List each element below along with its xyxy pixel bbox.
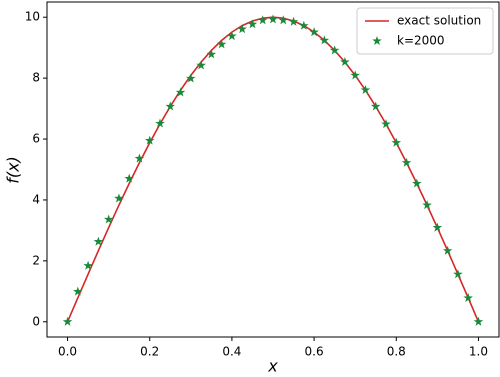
star-marker — [442, 245, 453, 255]
star-marker — [257, 15, 268, 25]
y-axis-label: f(x) — [4, 156, 23, 184]
star-marker — [227, 31, 237, 41]
x-axis-label: x — [267, 357, 278, 376]
legend-label: k=2000 — [397, 34, 445, 48]
star-marker — [268, 14, 278, 24]
x-tick-label: 0.8 — [387, 345, 406, 359]
star-marker — [278, 15, 289, 25]
x-tick-label: 0.0 — [58, 345, 77, 359]
legend-label: exact solution — [397, 14, 481, 28]
star-marker — [319, 35, 330, 45]
star-marker — [114, 193, 124, 203]
star-marker — [309, 27, 319, 37]
star-marker — [196, 60, 206, 70]
star-marker — [360, 85, 371, 95]
legend: exact solution k=2000 — [356, 7, 494, 55]
star-marker — [83, 260, 93, 270]
star-marker — [62, 316, 73, 326]
star-marker — [453, 269, 463, 279]
star-marker — [432, 222, 443, 232]
star-marker — [370, 101, 381, 111]
x-tick-label: 0.4 — [222, 345, 241, 359]
star-marker — [134, 153, 145, 163]
star-marker — [463, 293, 473, 303]
line — [66, 16, 480, 323]
star-marker — [473, 316, 484, 326]
star-marker — [186, 73, 196, 83]
star-marker — [412, 178, 422, 188]
star-marker — [247, 19, 258, 29]
star-marker — [216, 39, 227, 49]
star-marker — [175, 87, 186, 97]
star-marker — [144, 135, 155, 145]
star-marker — [288, 16, 299, 26]
star-marker — [73, 286, 83, 296]
star-marker — [155, 118, 165, 128]
star-marker — [329, 45, 340, 55]
y-tick-label: 6 — [32, 132, 40, 146]
star-marker — [237, 24, 247, 34]
y-tick-label: 8 — [32, 71, 40, 85]
star-marker — [401, 157, 412, 167]
legend-box — [356, 7, 494, 55]
y-tick-label: 0 — [32, 314, 40, 328]
y-tick-label: 4 — [32, 192, 40, 206]
star-marker — [165, 101, 176, 111]
star-marker — [391, 137, 402, 147]
y-tick-label: 10 — [25, 10, 40, 24]
star-marker — [206, 49, 217, 59]
star-marker — [350, 70, 360, 80]
y-tick-label: 2 — [32, 253, 40, 267]
x-tick-label: 1.0 — [469, 345, 488, 359]
star-marker — [299, 20, 309, 30]
star-marker — [124, 173, 134, 183]
x-tick-label: 0.6 — [305, 345, 324, 359]
star-marker — [93, 236, 104, 246]
star-marker — [340, 57, 350, 67]
x-tick-label: 0.2 — [140, 345, 159, 359]
plot-frame — [46, 1, 500, 338]
star-marker — [381, 119, 391, 129]
legend-marker — [372, 36, 382, 46]
star-marker — [422, 200, 432, 210]
star-marker — [103, 214, 114, 224]
